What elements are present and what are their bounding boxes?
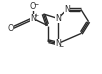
- Text: +: +: [34, 13, 39, 18]
- Text: N: N: [55, 39, 61, 48]
- Text: N: N: [64, 5, 70, 14]
- Text: −: −: [34, 1, 39, 6]
- Text: O: O: [8, 24, 14, 33]
- Text: N: N: [55, 14, 61, 23]
- Text: N: N: [30, 14, 36, 23]
- Text: −: −: [59, 44, 64, 49]
- Text: O: O: [30, 2, 36, 11]
